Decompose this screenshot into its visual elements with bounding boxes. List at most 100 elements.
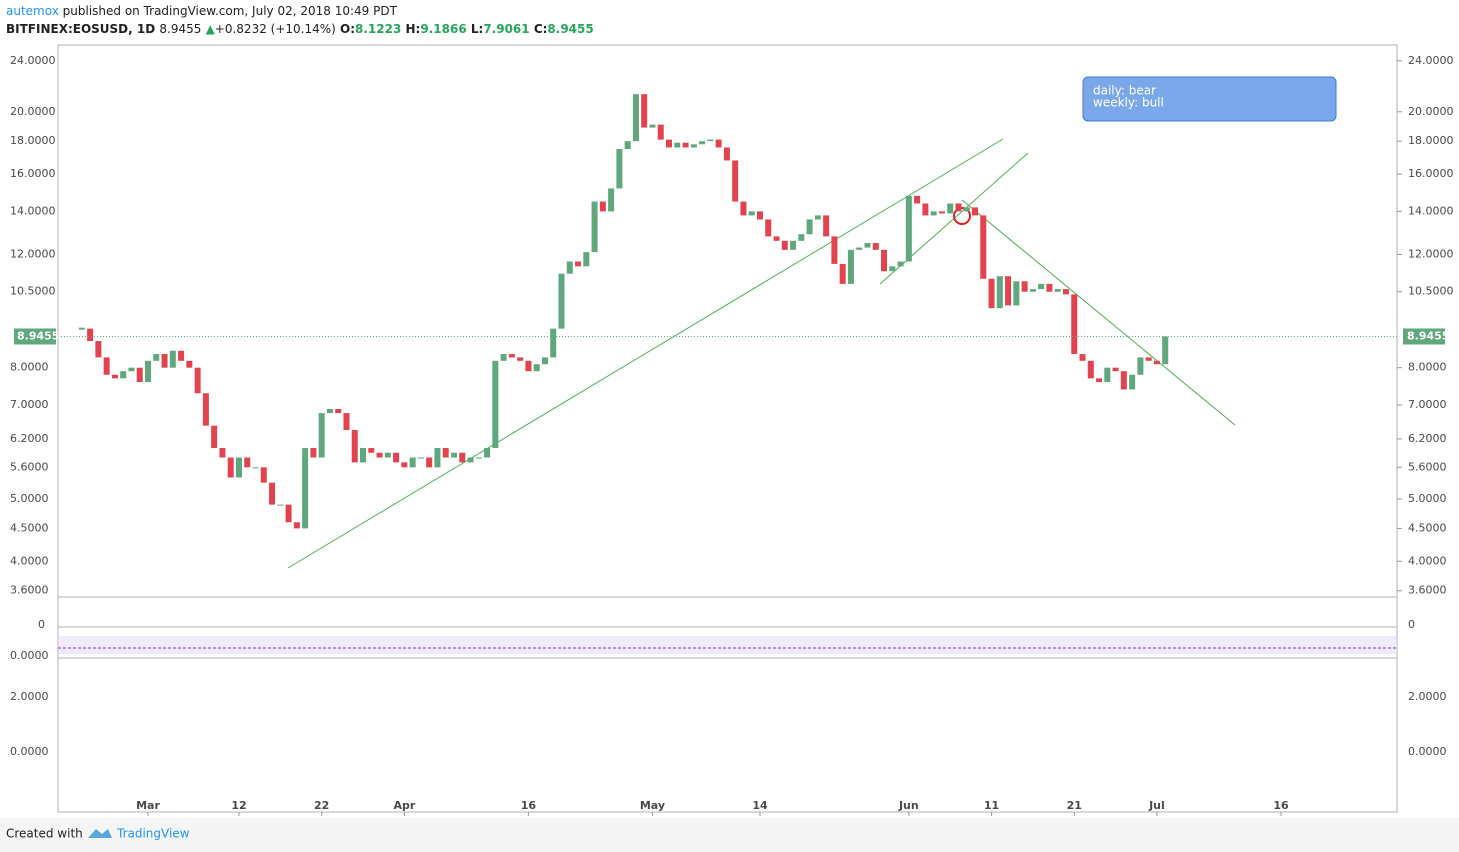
candle (624, 141, 631, 150)
x-tick-label: Jun (898, 799, 919, 812)
change: +0.8232 (+10.14%) (214, 22, 336, 36)
candle (996, 276, 1003, 309)
candle (533, 364, 540, 372)
l-label: L: (470, 22, 484, 36)
candle (1079, 354, 1086, 361)
candle (384, 452, 391, 458)
candle (889, 266, 896, 272)
candle (492, 360, 499, 449)
candle (566, 261, 573, 274)
candle (831, 236, 838, 264)
candle (360, 448, 367, 463)
y-tick-label: 14.0000 (1408, 204, 1454, 217)
footer-bar (0, 818, 1459, 852)
candle (318, 413, 325, 458)
c-label: C: (533, 22, 548, 36)
candle (715, 139, 722, 148)
candle (608, 188, 615, 212)
note-line: daily: bear (1093, 84, 1156, 98)
rsi-zero: 0.0000 (10, 649, 49, 662)
y-tick-label: 16.0000 (10, 167, 56, 180)
candle (459, 452, 466, 463)
candle (963, 207, 970, 212)
y-tick-label: 10.5000 (10, 285, 56, 298)
candle (847, 249, 854, 284)
candle (194, 367, 201, 394)
candle (740, 201, 747, 216)
candle (756, 211, 763, 220)
y-tick-label: 20.0000 (10, 105, 56, 118)
x-tick-label: 16 (521, 799, 537, 812)
candle (326, 409, 333, 414)
footer-created: Created with (6, 827, 83, 841)
candle (252, 467, 259, 469)
candle (905, 195, 912, 262)
y-tick-label: 24.0000 (1408, 54, 1454, 67)
candle (616, 149, 623, 189)
y-tick-label: 3.6000 (10, 584, 49, 597)
y-tick-label: 18.0000 (1408, 134, 1454, 147)
candle (178, 350, 185, 361)
footer-brand[interactable]: TradingView (116, 827, 190, 841)
author[interactable]: autemox (6, 4, 59, 18)
candle (269, 482, 276, 505)
y-tick-label: 6.2000 (10, 432, 49, 445)
candle (500, 354, 507, 361)
candle (773, 236, 780, 241)
candle (790, 240, 797, 250)
candle (1112, 367, 1119, 372)
candle (310, 448, 317, 458)
candle (814, 215, 821, 220)
y-tick-label: 5.0000 (10, 492, 49, 505)
candle (1038, 283, 1045, 290)
candle (599, 201, 606, 212)
o-label: O: (340, 22, 356, 36)
candle (1005, 276, 1012, 306)
candle (211, 425, 218, 449)
candle (1137, 357, 1144, 375)
y-tick-label: 10.5000 (1408, 285, 1454, 298)
macd-tick: 0.0000 (10, 745, 49, 758)
candle (649, 124, 656, 128)
y-tick-label: 4.0000 (1408, 554, 1447, 567)
candle (723, 147, 730, 161)
candle (972, 207, 978, 216)
note-line: weekly: bull (1093, 96, 1164, 110)
candle (922, 203, 929, 216)
candle (145, 360, 151, 383)
macd-tick: 2.0000 (1408, 690, 1447, 703)
candle (632, 94, 639, 142)
x-tick-label: 16 (1273, 799, 1289, 812)
candle (285, 504, 292, 523)
x-tick-label: Jul (1148, 799, 1165, 812)
last-price-tag (14, 328, 56, 345)
y-tick-label: 12.0000 (1408, 247, 1454, 260)
candle (227, 457, 234, 478)
candle (781, 240, 788, 250)
candle (1029, 289, 1036, 292)
header-line-2: BITFINEX:EOSUSD, 1D 8.9455 ▲+0.8232 (+10… (6, 22, 594, 36)
published: published on TradingView.com, July 02, 2… (62, 4, 397, 18)
header-line-1: autemox published on TradingView.com, Ju… (6, 4, 397, 18)
candle (823, 215, 830, 237)
candle (169, 350, 176, 368)
candle (409, 457, 416, 468)
candle (955, 203, 962, 212)
candle (591, 201, 598, 253)
macd-tick: 0.0000 (1408, 745, 1447, 758)
candle (1013, 281, 1020, 306)
candle (682, 142, 689, 148)
candle (517, 357, 524, 361)
candle (467, 457, 474, 463)
candle (1087, 360, 1094, 379)
candle (277, 504, 284, 506)
candle (235, 457, 242, 478)
arrow: ▲ (205, 22, 215, 36)
candle (1120, 371, 1127, 390)
candle (1021, 281, 1028, 292)
candle (657, 124, 664, 140)
candle (641, 94, 648, 128)
trendline (961, 199, 1236, 426)
y-tick-label: 20.0000 (1408, 105, 1454, 118)
